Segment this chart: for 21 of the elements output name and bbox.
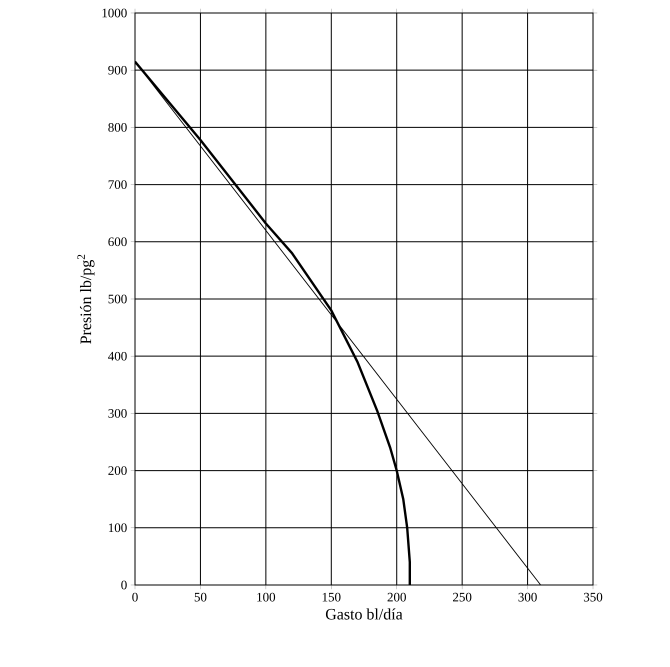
y-tick-label: 400 — [108, 352, 127, 361]
x-tick-label: 350 — [584, 592, 602, 602]
y-axis-title: Presión lb/pg$^{2}$ — [77, 254, 94, 344]
y-tick-label: 100 — [108, 523, 127, 532]
y-tick-label: 300 — [108, 409, 127, 418]
y-tick-label: 900 — [108, 66, 127, 75]
x-tick-label: 250 — [453, 592, 472, 602]
y-tick-label: 800 — [108, 123, 127, 132]
y-tick-label: 1000 — [102, 8, 127, 18]
y-tick-label: 200 — [108, 466, 127, 475]
x-tick-label: 50 — [194, 592, 206, 602]
y-tick-label: 700 — [108, 180, 127, 189]
x-tick-label: 150 — [322, 592, 341, 602]
x-tick-label: 300 — [518, 592, 537, 602]
y-tick-label: 500 — [108, 294, 127, 304]
x-tick-label: 100 — [257, 592, 276, 602]
y-tick-label: 0 — [121, 580, 127, 590]
x-axis-title: Gasto bl/día — [326, 608, 403, 620]
x-tick-label: 200 — [388, 592, 406, 602]
x-tick-label: 0 — [132, 592, 138, 602]
y-tick-label: 600 — [108, 237, 127, 246]
